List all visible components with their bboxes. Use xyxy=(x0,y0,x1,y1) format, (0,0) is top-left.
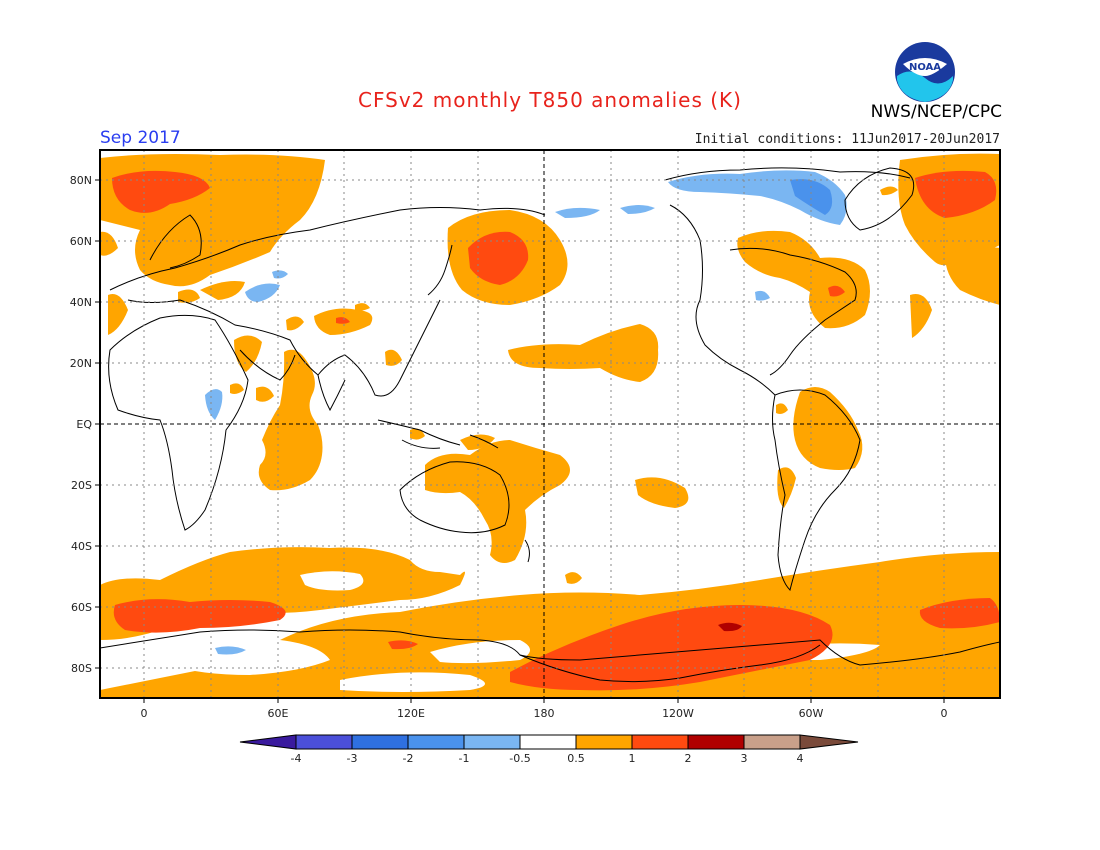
lon-label: 60W xyxy=(799,707,824,720)
graticule xyxy=(100,150,1000,698)
anomaly-region-north-atlantic-east-core xyxy=(112,170,210,213)
logo-text: NOAA xyxy=(909,62,941,73)
colorbar-label: -0.5 xyxy=(509,752,530,765)
forecast-period: Sep 2017 xyxy=(100,128,181,148)
colorbar-label: 1 xyxy=(629,752,636,765)
colorbar-segment xyxy=(575,734,633,750)
lat-label: 20N xyxy=(70,357,92,370)
lat-label: 60S xyxy=(71,601,92,614)
lon-label: 0 xyxy=(941,707,948,720)
agency-label: NWS/NCEP/CPC xyxy=(870,102,1002,122)
colorbar-label: 4 xyxy=(797,752,804,765)
lon-label: 0 xyxy=(141,707,148,720)
colorbar-segment xyxy=(631,734,689,750)
colorbar-left-arrow xyxy=(239,734,297,750)
lon-label: 60E xyxy=(268,707,289,720)
colorbar-label: -4 xyxy=(291,752,302,765)
colorbar-right-arrow xyxy=(799,734,859,750)
reference-lines xyxy=(100,150,1000,698)
colorbar-segment xyxy=(743,734,801,750)
colorbar-label: -3 xyxy=(347,752,358,765)
colorbar-segment xyxy=(295,734,353,750)
anomaly-region-south-atlantic-core xyxy=(113,599,286,633)
lat-axis: 80N 60N 40N 20N EQ 20S 40S 60S 80S xyxy=(70,174,100,675)
anomaly-region-southeast-atlantic-core xyxy=(919,598,1000,629)
initial-conditions: Initial conditions: 11Jun2017-20Jun2017 xyxy=(694,132,1000,147)
anomaly-region-north-america xyxy=(737,230,870,329)
lat-label: 60N xyxy=(70,235,92,248)
colorbar-segment xyxy=(463,734,521,750)
anomaly-region-kamchatka-core xyxy=(468,231,529,285)
colorbar-label: 0.5 xyxy=(567,752,585,765)
lon-label: 120E xyxy=(397,707,425,720)
anomaly-fields xyxy=(100,150,1000,698)
colorbar-segment xyxy=(407,734,465,750)
coastlines xyxy=(100,167,1000,683)
anomaly-region-central-pacific xyxy=(508,324,659,382)
lat-label: 80N xyxy=(70,174,92,187)
lon-axis: 0 60E 120E 180 120W 60W 0 xyxy=(141,698,948,720)
colorbar-label: 2 xyxy=(685,752,692,765)
lon-label: 180 xyxy=(534,707,555,720)
anomaly-region-south-pacific-peak xyxy=(718,622,742,632)
colorbar-segment xyxy=(351,734,409,750)
colorbar-label: -1 xyxy=(459,752,470,765)
colorbar-label: -2 xyxy=(403,752,414,765)
lat-label: 40N xyxy=(70,296,92,309)
lat-label: 40S xyxy=(71,540,92,553)
colorbar-segment xyxy=(687,734,745,750)
anomaly-region-south-america xyxy=(793,387,863,470)
noaa-logo-icon: NOAA xyxy=(895,42,955,102)
color-bar: -4 -3 -2 -1 -0.5 0.5 1 2 3 4 xyxy=(239,734,859,765)
colorbar-segment xyxy=(519,734,577,750)
lat-label: 20S xyxy=(71,479,92,492)
lat-label: 80S xyxy=(71,662,92,675)
colorbar-label: 3 xyxy=(741,752,748,765)
lon-label: 120W xyxy=(662,707,694,720)
lat-label: EQ xyxy=(76,418,92,431)
map-title: CFSv2 monthly T850 anomalies (K) xyxy=(358,88,742,112)
anomaly-region-south-pacific-core xyxy=(510,605,833,691)
anomaly-region-australia xyxy=(425,440,570,564)
